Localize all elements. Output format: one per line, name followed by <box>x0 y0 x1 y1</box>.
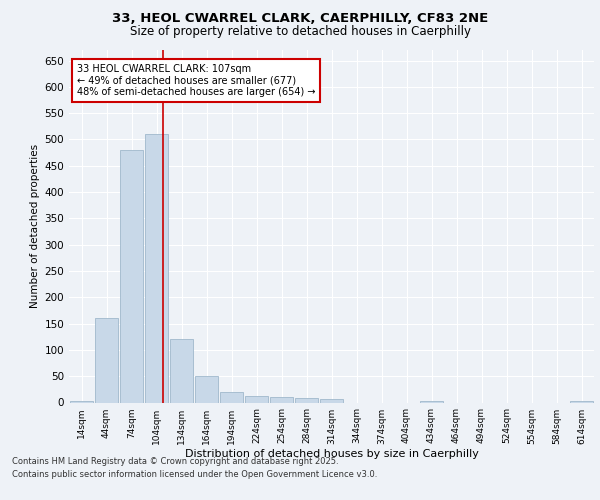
Text: Size of property relative to detached houses in Caerphilly: Size of property relative to detached ho… <box>130 25 470 38</box>
Bar <box>119 150 143 403</box>
Bar <box>95 318 118 402</box>
Text: Contains HM Land Registry data © Crown copyright and database right 2025.: Contains HM Land Registry data © Crown c… <box>12 458 338 466</box>
Y-axis label: Number of detached properties: Number of detached properties <box>30 144 40 308</box>
Bar <box>419 401 443 402</box>
Bar <box>269 397 293 402</box>
Bar <box>295 398 319 402</box>
Bar <box>245 396 268 402</box>
Text: 33 HEOL CWARREL CLARK: 107sqm
← 49% of detached houses are smaller (677)
48% of : 33 HEOL CWARREL CLARK: 107sqm ← 49% of d… <box>77 64 316 98</box>
Bar <box>220 392 244 402</box>
Bar <box>194 376 218 402</box>
X-axis label: Distribution of detached houses by size in Caerphilly: Distribution of detached houses by size … <box>185 449 478 459</box>
Text: 33, HEOL CWARREL CLARK, CAERPHILLY, CF83 2NE: 33, HEOL CWARREL CLARK, CAERPHILLY, CF83… <box>112 12 488 26</box>
Text: Contains public sector information licensed under the Open Government Licence v3: Contains public sector information licen… <box>12 470 377 479</box>
Bar <box>170 340 193 402</box>
Bar <box>320 400 343 402</box>
Bar <box>70 401 94 402</box>
Bar <box>145 134 169 402</box>
Bar <box>569 401 593 402</box>
